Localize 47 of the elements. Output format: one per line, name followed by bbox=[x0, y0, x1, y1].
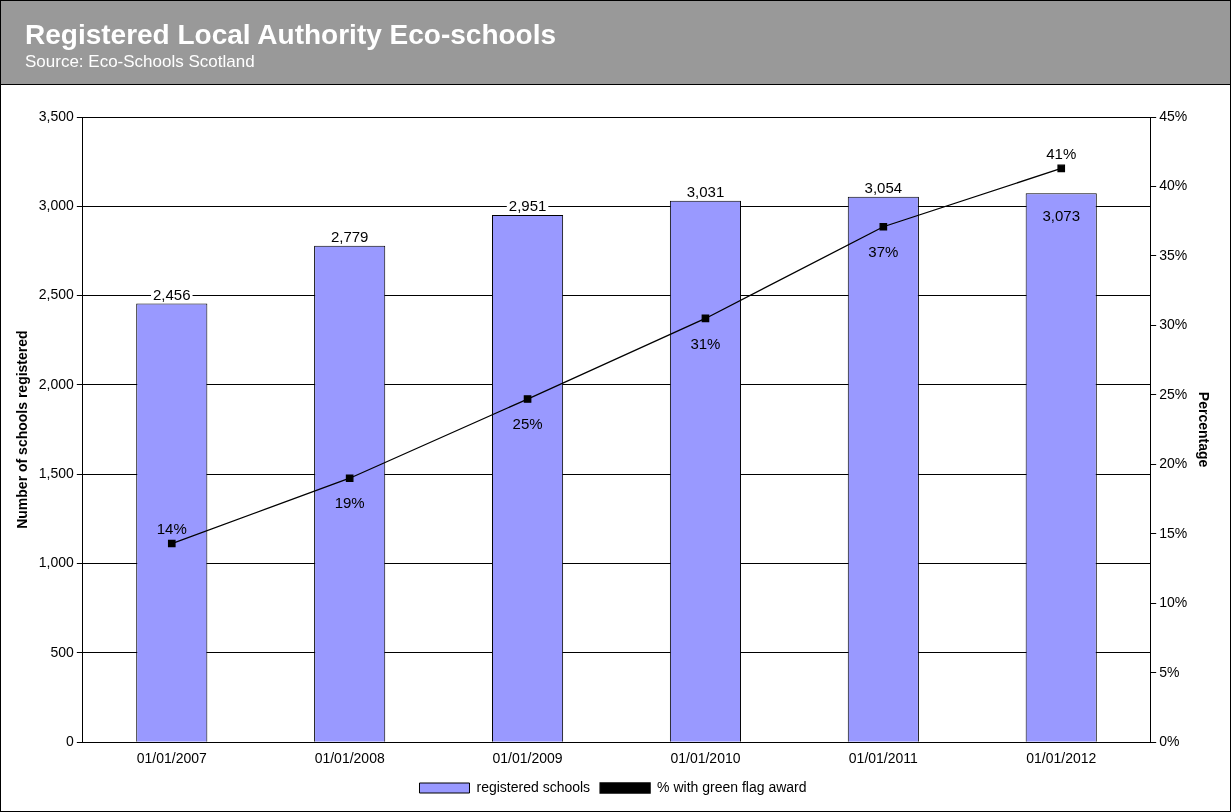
data-label: 3,031 bbox=[686, 182, 725, 200]
data-label: 2,951 bbox=[508, 197, 547, 215]
y2-tick-label: 5% bbox=[1159, 663, 1180, 680]
x-tick-label: 01/01/2012 bbox=[1026, 750, 1097, 767]
data-label: 3,054 bbox=[864, 178, 903, 196]
y-tick-label: 500 bbox=[50, 643, 75, 660]
y-tick-label: 3,500 bbox=[38, 107, 75, 124]
point bbox=[345, 474, 354, 483]
data-label: 3,073 bbox=[1042, 207, 1081, 225]
y2-tick-label: 45% bbox=[1159, 107, 1188, 124]
y2-tick-label: 15% bbox=[1159, 524, 1188, 541]
data-label: 14% bbox=[156, 519, 187, 537]
y2-tick-label: 40% bbox=[1159, 177, 1188, 194]
point bbox=[523, 395, 532, 403]
y-tick-label: 2,000 bbox=[38, 375, 75, 392]
y-tick-label: 1,500 bbox=[38, 465, 75, 482]
legend-label: registered schools bbox=[476, 778, 591, 795]
point bbox=[167, 539, 176, 548]
chart-subtitle: Source: Eco-Schools Scotland bbox=[25, 51, 256, 73]
data-label: 31% bbox=[690, 334, 721, 352]
y2-tick-label: 20% bbox=[1159, 455, 1188, 472]
data-label: 2,456 bbox=[153, 285, 191, 303]
point bbox=[879, 222, 888, 231]
data-label: 37% bbox=[868, 242, 899, 260]
x-tick-label: 01/01/2010 bbox=[670, 750, 741, 767]
y-tick-label: 2,500 bbox=[38, 286, 75, 303]
y-tick-label: 1,000 bbox=[38, 554, 75, 571]
x-tick-label: 01/01/2009 bbox=[492, 750, 563, 767]
y2-tick-label: 0% bbox=[1159, 733, 1180, 750]
legend-label: % with green flag award bbox=[657, 778, 807, 795]
y2-tick-label: 10% bbox=[1159, 594, 1188, 611]
data-label: 41% bbox=[1046, 144, 1077, 162]
point bbox=[1057, 164, 1066, 173]
data-label: 25% bbox=[512, 415, 543, 433]
chart-title: Registered Local Authority Eco-schools bbox=[25, 18, 558, 51]
y2-tick-label: 25% bbox=[1159, 385, 1188, 402]
y2-tick-label: 35% bbox=[1159, 246, 1188, 263]
x-tick-label: 01/01/2011 bbox=[848, 750, 919, 767]
y-tick-label: 3,000 bbox=[38, 197, 75, 214]
y-axis-title: Number of schools registered bbox=[14, 330, 31, 529]
y-tick-label: 0 bbox=[66, 733, 75, 750]
y2-axis-title: Percentage bbox=[1195, 391, 1212, 468]
data-label: 2,779 bbox=[330, 227, 369, 245]
x-tick-label: 01/01/2008 bbox=[314, 750, 385, 767]
y2-tick-label: 30% bbox=[1159, 316, 1188, 333]
x-tick-label: 01/01/2007 bbox=[136, 750, 208, 767]
data-label: 19% bbox=[334, 494, 365, 512]
